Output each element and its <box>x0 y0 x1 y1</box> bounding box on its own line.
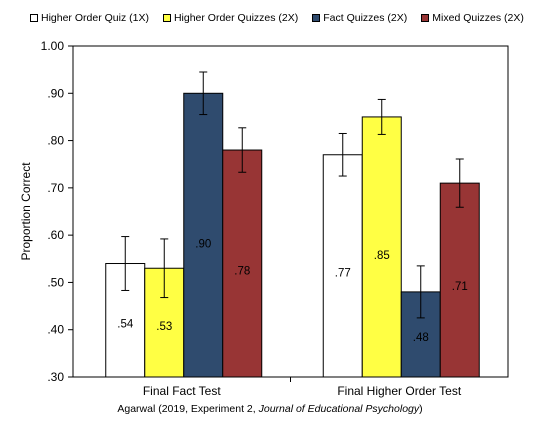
caption-suffix: ) <box>419 403 423 415</box>
y-tick-label: .50 <box>47 275 64 289</box>
legend-label: Mixed Quizzes (2X) <box>432 12 524 24</box>
legend-swatch-fact-quizzes-2x <box>312 14 321 22</box>
y-tick-label: .40 <box>47 323 64 337</box>
bar <box>183 92 224 378</box>
bar <box>361 116 402 378</box>
bar <box>439 182 480 378</box>
x-tick-label: Final Higher Order Test <box>337 384 461 398</box>
y-tick-label: .90 <box>47 86 64 100</box>
y-axis-label: Proportion Correct <box>19 162 33 261</box>
y-tick-label: .30 <box>47 370 64 384</box>
data-label: .77 <box>335 268 351 280</box>
legend-swatch-mixed-quizzes-2x <box>421 14 430 22</box>
legend-item: Fact Quizzes (2X) <box>312 12 407 24</box>
y-tick-label: 1.00 <box>41 39 65 53</box>
y-tick-label: .60 <box>47 228 64 242</box>
legend-item: Higher Order Quizzes (2X) <box>162 12 299 24</box>
legend-label: Higher Order Quiz (1X) <box>41 12 149 24</box>
legend-label: Higher Order Quizzes (2X) <box>173 12 299 24</box>
legend-item: Mixed Quizzes (2X) <box>421 12 524 24</box>
legend-swatch-higher-order-quizzes-2x <box>162 14 171 22</box>
data-label: .85 <box>374 250 390 262</box>
data-label: .71 <box>452 281 468 293</box>
bar <box>322 154 363 378</box>
figure-caption: Agarwal (2019, Experiment 2, Journal of … <box>0 403 540 415</box>
y-tick-label: .80 <box>47 134 64 148</box>
bar <box>222 149 263 378</box>
data-label: .53 <box>156 321 172 333</box>
legend-label: Fact Quizzes (2X) <box>323 12 408 24</box>
y-tick-label: .70 <box>47 181 64 195</box>
data-label: .90 <box>195 239 211 251</box>
x-tick-label: Final Fact Test <box>143 384 221 398</box>
legend-swatch-higher-order-quiz-1x <box>30 14 38 22</box>
legend-item: Higher Order Quiz (1X) <box>30 12 149 24</box>
data-label: .48 <box>413 332 429 344</box>
data-label: .78 <box>234 265 250 277</box>
caption-journal: Journal of Educational Psychology <box>258 403 420 415</box>
caption-prefix: Agarwal (2019, Experiment 2, <box>117 403 259 415</box>
data-label: .54 <box>117 319 134 331</box>
legend: Higher Order Quiz (1X) Higher Order Quiz… <box>30 12 524 24</box>
